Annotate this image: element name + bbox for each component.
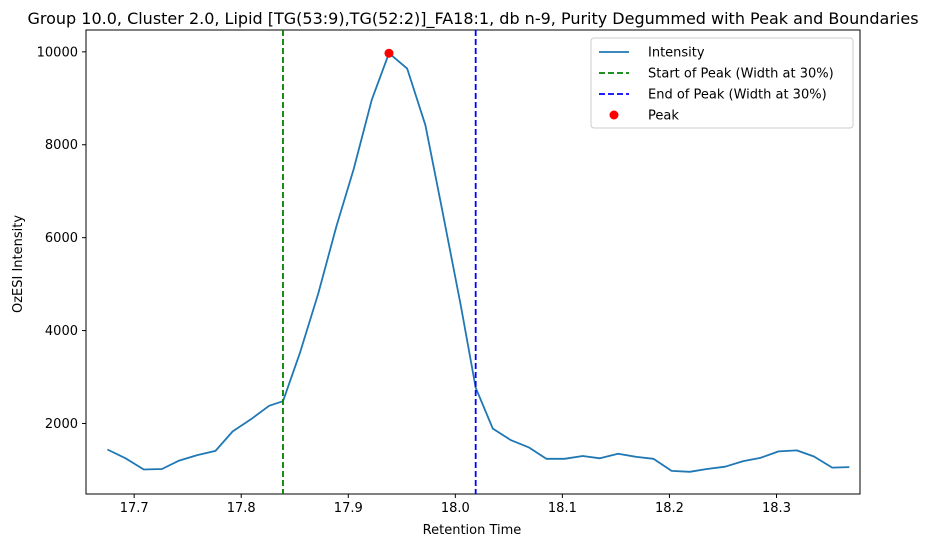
y-axis-label: OzESI Intensity: [11, 215, 26, 313]
x-axis-label: Retention Time: [423, 523, 522, 538]
legend-entry-start-of-peak-width-at-30-label: Start of Peak (Width at 30%): [648, 67, 834, 82]
y-tick-label: 10000: [37, 45, 78, 60]
plot-area: 17.7 17.8 17.9 18.0 18.1 18.2 18.3 2000 4000 6000…: [37, 29, 861, 516]
axes-frame: [85, 29, 861, 495]
y-tick-label: 8000: [45, 138, 78, 153]
legend-entry-peak-label: Peak: [648, 109, 679, 124]
legend: Intensity Start of Peak (Width at 30%) End…: [590, 37, 854, 129]
legend-box: [590, 37, 854, 129]
peak-marker: [384, 48, 394, 58]
x-tick-label: 18.3: [762, 501, 791, 516]
legend-entry-peak-swatch: [609, 110, 619, 120]
x-tick-label: 18.1: [548, 501, 577, 516]
x-tick-label: 17.7: [120, 501, 149, 516]
x-tick-label: 17.9: [334, 501, 363, 516]
x-tick-label: 18.0: [441, 501, 470, 516]
intensity-series-line: [107, 52, 850, 473]
legend-entry-intensity-label: Intensity: [648, 46, 705, 61]
x-tick-label: 17.8: [227, 501, 256, 516]
y-tick-label: 2000: [45, 417, 78, 432]
x-tick-label: 18.2: [655, 501, 684, 516]
y-tick-label: 6000: [45, 231, 78, 246]
legend-entry-end-of-peak-width-at-30-label: End of Peak (Width at 30%): [648, 88, 827, 103]
y-tick-label: 4000: [45, 324, 78, 339]
chart-title: Group 10.0, Cluster 2.0, Lipid [TG(53:9)…: [27, 9, 918, 29]
